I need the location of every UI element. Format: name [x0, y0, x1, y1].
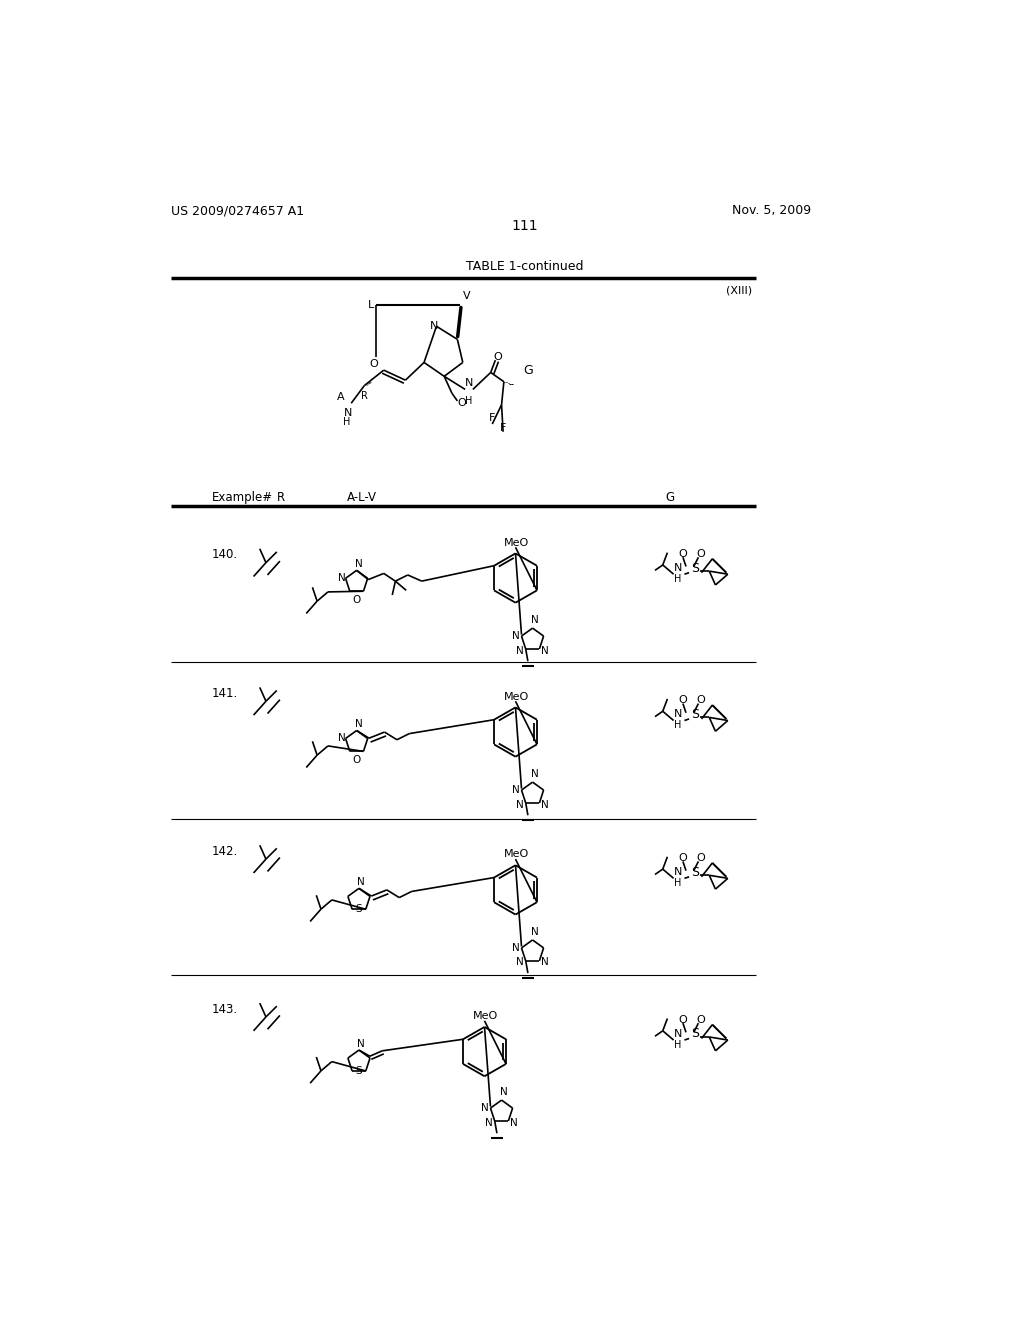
Text: S: S — [690, 1027, 698, 1040]
Text: O: O — [678, 696, 687, 705]
Text: N: N — [531, 615, 539, 626]
Text: O: O — [697, 696, 706, 705]
Text: N: N — [516, 645, 524, 656]
Text: N: N — [338, 734, 345, 743]
Text: O: O — [678, 549, 687, 560]
Text: 140.: 140. — [212, 548, 238, 561]
Text: O: O — [678, 853, 687, 863]
Text: N: N — [531, 770, 539, 779]
Text: H: H — [674, 721, 681, 730]
Text: N: N — [357, 878, 366, 887]
Text: V: V — [463, 290, 470, 301]
Text: N: N — [485, 1118, 494, 1127]
Text: N: N — [541, 957, 549, 968]
Text: S: S — [690, 866, 698, 879]
Text: N: N — [674, 867, 682, 878]
Text: S: S — [690, 561, 698, 574]
Text: 111: 111 — [511, 219, 539, 234]
Text: N: N — [512, 785, 520, 795]
Text: N: N — [357, 1039, 366, 1049]
Text: N: N — [516, 800, 524, 809]
Text: N: N — [355, 560, 362, 569]
Text: O: O — [352, 595, 361, 605]
Text: O: O — [697, 1015, 706, 1026]
Text: N: N — [674, 564, 682, 573]
Text: S: S — [355, 904, 361, 915]
Text: R: R — [360, 391, 368, 400]
Text: N: N — [500, 1088, 508, 1097]
Text: S: S — [690, 708, 698, 721]
Text: 142.: 142. — [212, 845, 238, 858]
Text: N: N — [355, 719, 362, 730]
Text: N: N — [465, 378, 473, 388]
Text: N: N — [430, 321, 438, 331]
Text: US 2009/0274657 A1: US 2009/0274657 A1 — [171, 205, 304, 218]
Text: N: N — [343, 408, 352, 417]
Text: (XIII): (XIII) — [726, 285, 753, 296]
Text: N: N — [512, 631, 520, 642]
Text: N: N — [531, 927, 539, 937]
Text: H: H — [674, 1040, 681, 1049]
Text: F: F — [500, 422, 507, 433]
Text: MeO: MeO — [504, 692, 529, 702]
Text: R: R — [276, 491, 285, 504]
Text: O: O — [494, 352, 503, 362]
Text: Example#: Example# — [212, 491, 272, 504]
Text: O: O — [678, 1015, 687, 1026]
Text: N: N — [674, 709, 682, 719]
Text: MeO: MeO — [504, 537, 529, 548]
Text: 141.: 141. — [212, 686, 238, 700]
Text: O: O — [352, 755, 361, 766]
Text: H: H — [674, 878, 681, 888]
Text: N: N — [481, 1104, 488, 1113]
Text: G: G — [523, 363, 534, 376]
Text: H: H — [674, 574, 681, 583]
Text: 143.: 143. — [212, 1003, 238, 1016]
Text: N: N — [512, 942, 520, 953]
Text: N: N — [510, 1118, 518, 1127]
Text: Nov. 5, 2009: Nov. 5, 2009 — [732, 205, 812, 218]
Text: H: H — [465, 396, 472, 405]
Text: L: L — [369, 300, 375, 310]
Text: MeO: MeO — [473, 1011, 498, 1022]
Text: O: O — [370, 359, 379, 370]
Text: O: O — [458, 399, 466, 408]
Text: F: F — [489, 413, 496, 422]
Text: N: N — [516, 957, 524, 968]
Text: N: N — [338, 573, 345, 583]
Text: H: H — [343, 417, 351, 426]
Text: TABLE 1-continued: TABLE 1-continued — [466, 260, 584, 273]
Text: S: S — [355, 1067, 361, 1076]
Text: O: O — [697, 853, 706, 863]
Text: N: N — [541, 800, 549, 809]
Text: N: N — [541, 645, 549, 656]
Text: G: G — [665, 491, 674, 504]
Text: MeO: MeO — [504, 850, 529, 859]
Text: A-L-V: A-L-V — [346, 491, 377, 504]
Text: N: N — [674, 1028, 682, 1039]
Text: O: O — [697, 549, 706, 560]
Text: A: A — [337, 392, 345, 403]
